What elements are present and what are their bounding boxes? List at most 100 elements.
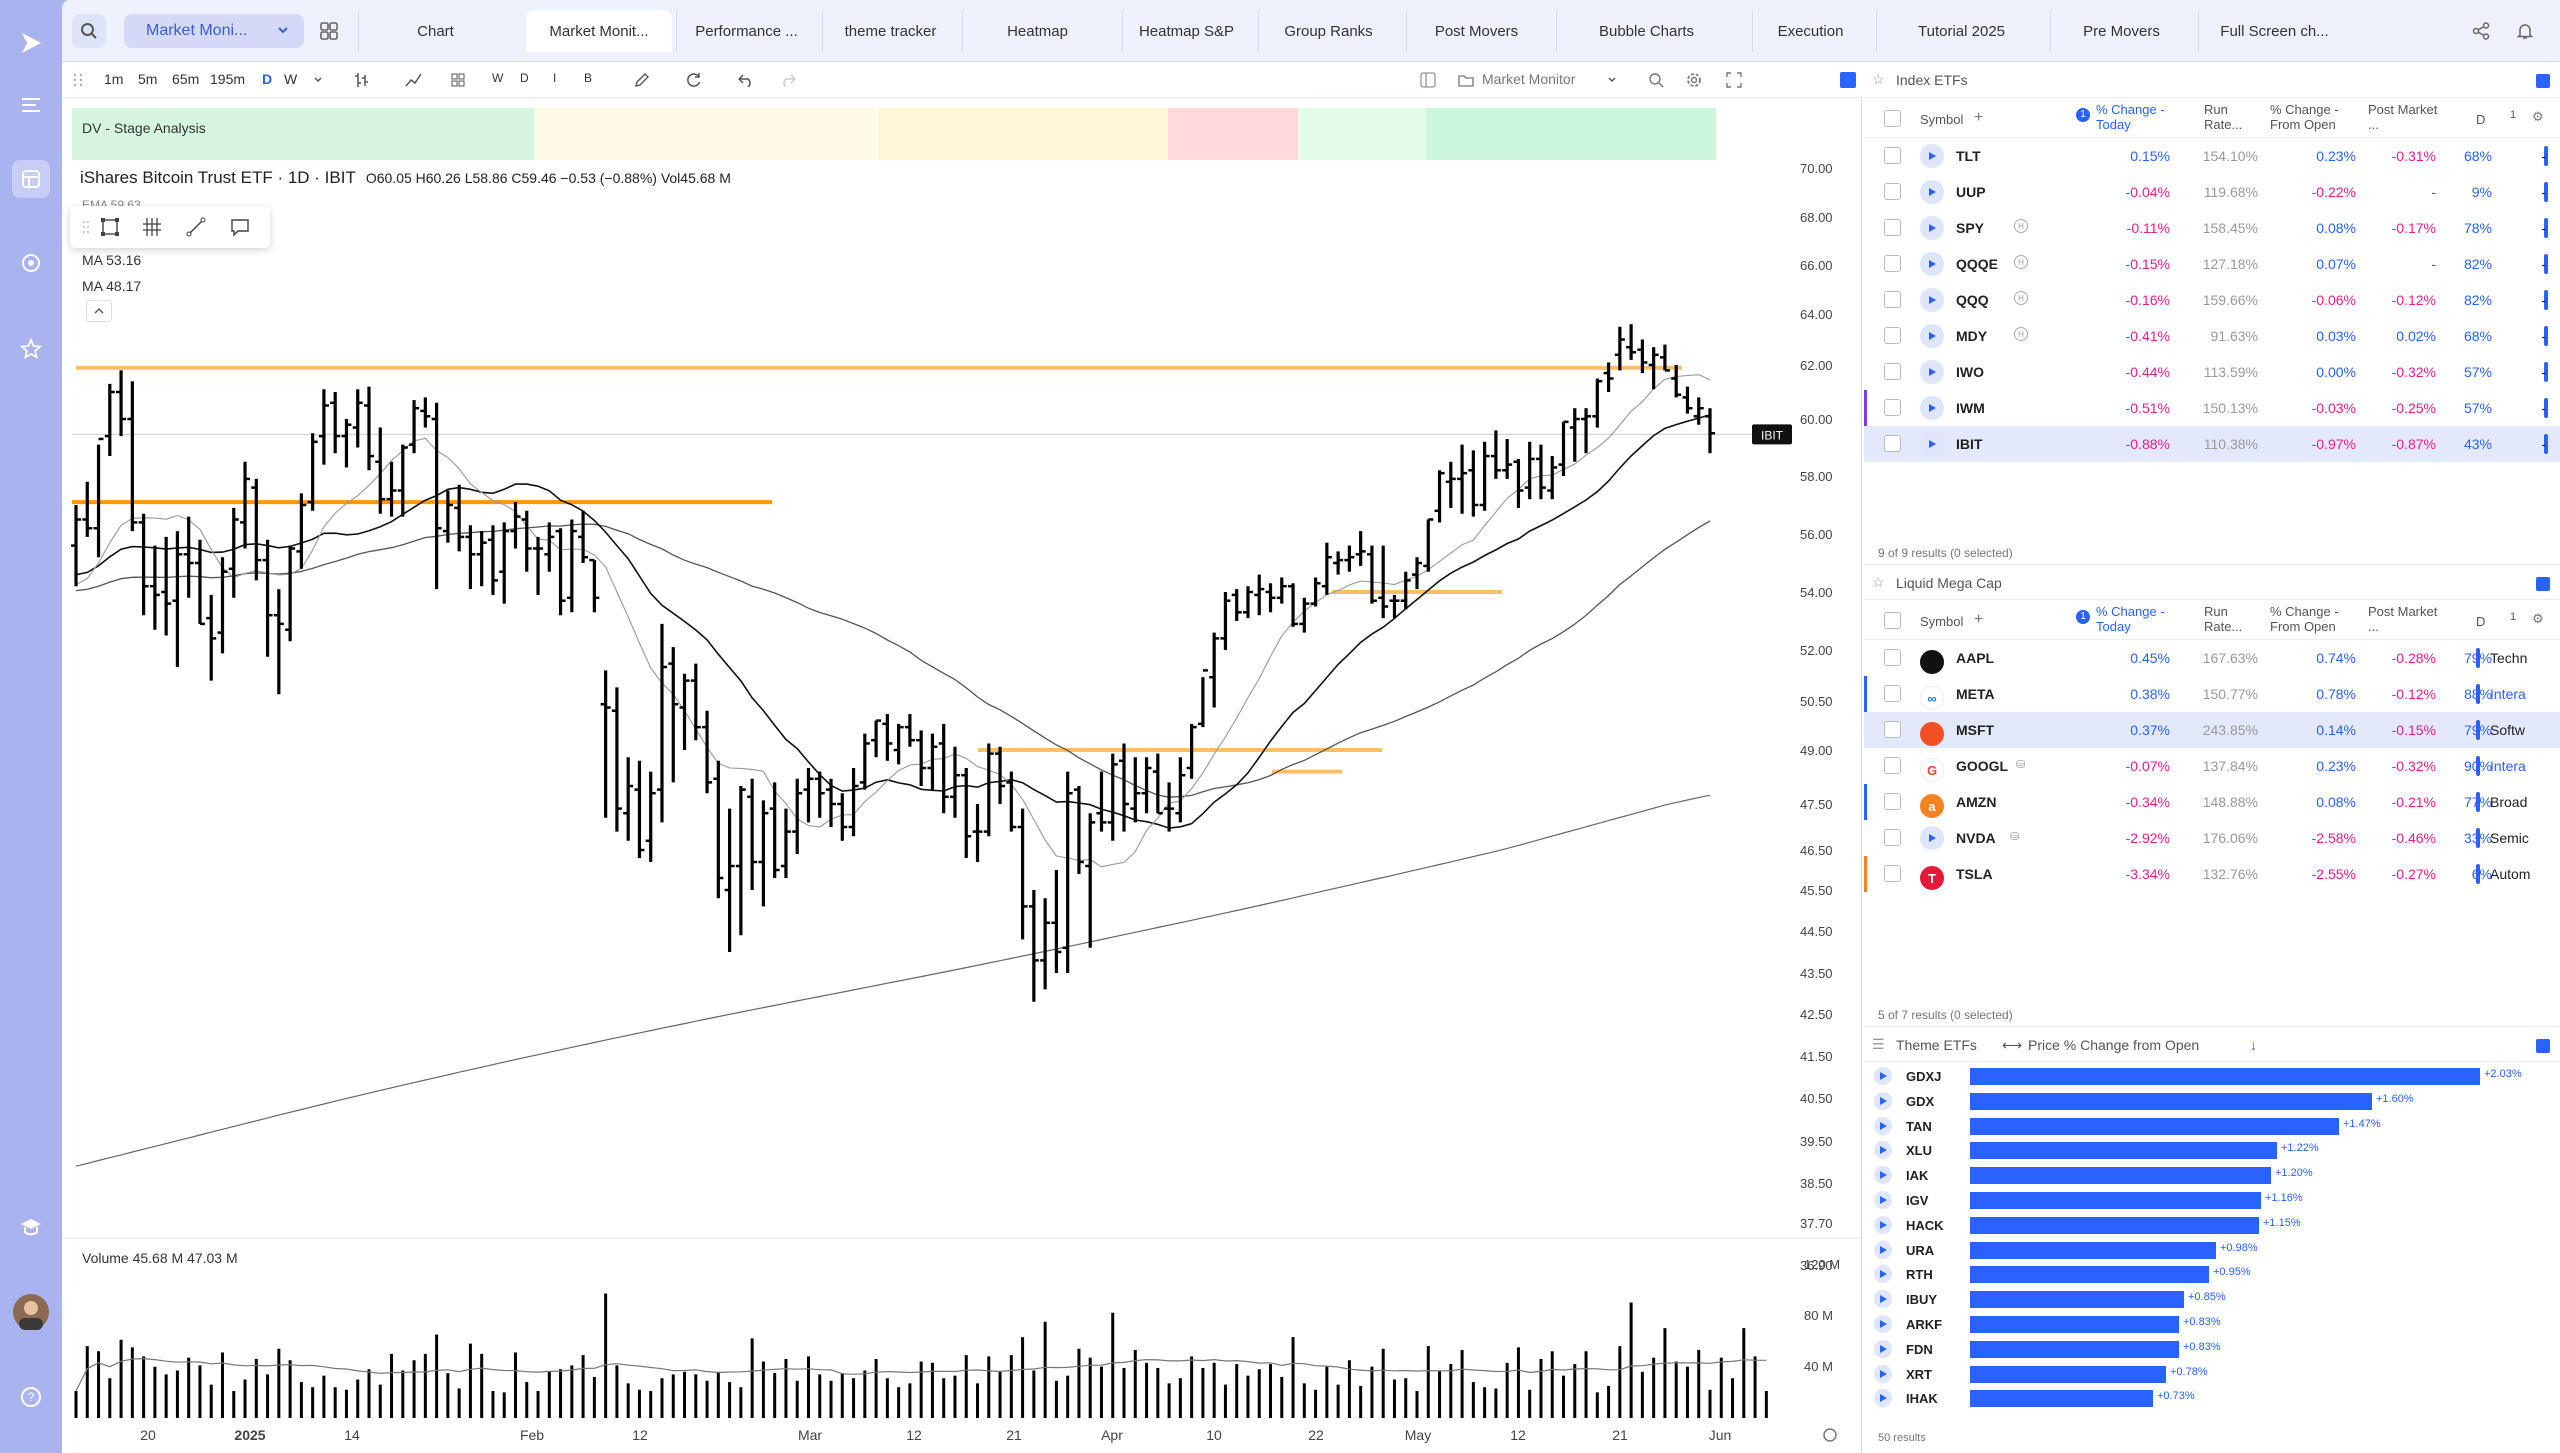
- theme-etf-row[interactable]: FDN +0.83%: [1864, 1337, 2560, 1362]
- col-symbol[interactable]: Symbol: [1920, 112, 1964, 127]
- play-icon[interactable]: [1874, 1166, 1892, 1185]
- symbol[interactable]: GDX: [1906, 1093, 1935, 1109]
- play-icon[interactable]: [1920, 826, 1944, 850]
- symbol[interactable]: FDN: [1906, 1341, 1933, 1357]
- symbol[interactable]: META: [1956, 686, 1995, 702]
- theme-etf-row[interactable]: HACK +1.15%: [1864, 1213, 2560, 1238]
- row-checkbox[interactable]: [1884, 363, 1901, 380]
- undo-icon[interactable]: [736, 70, 756, 90]
- gear-icon[interactable]: [1684, 70, 1704, 90]
- symbol[interactable]: MSFT: [1956, 722, 1995, 738]
- trendline-tool-icon[interactable]: [184, 215, 208, 239]
- tab-heatmap[interactable]: Heatmap: [962, 10, 1112, 52]
- add-symbol-icon[interactable]: +: [1974, 611, 1984, 628]
- symbol[interactable]: TAN: [1906, 1118, 1932, 1134]
- panel-menu-button[interactable]: [2536, 577, 2550, 591]
- zoom-icon[interactable]: [1646, 70, 1666, 90]
- row-checkbox[interactable]: [1884, 829, 1901, 846]
- chart-type-w[interactable]: W: [492, 71, 504, 85]
- symbol[interactable]: AMZN: [1956, 794, 1997, 810]
- layout-name[interactable]: Market Monitor: [1482, 71, 1576, 87]
- star-icon[interactable]: ☆: [1872, 71, 1885, 87]
- row-checkbox[interactable]: [1884, 327, 1901, 344]
- templates-icon[interactable]: [448, 70, 468, 90]
- tab-post-movers[interactable]: Post Movers: [1406, 10, 1546, 52]
- tab-theme-tracker[interactable]: theme tracker: [822, 10, 958, 52]
- col-symbol[interactable]: Symbol: [1920, 614, 1964, 629]
- screens-icon[interactable]: [12, 160, 50, 198]
- logo-icon[interactable]: [12, 24, 50, 62]
- interval-1m[interactable]: 1m: [104, 71, 124, 87]
- col-d[interactable]: D: [2476, 112, 2486, 127]
- gear-icon[interactable]: ⚙: [2532, 611, 2544, 626]
- index-etf-row[interactable]: IWO -0.44% 113.59% 0.00% -0.32% 57% -: [1864, 354, 2560, 390]
- drag-handle-icon[interactable]: [74, 215, 98, 239]
- redo-icon[interactable]: [778, 70, 798, 90]
- interval-w[interactable]: W: [284, 71, 298, 87]
- gear-icon[interactable]: ⚙: [2532, 109, 2544, 124]
- index-etf-row[interactable]: QQQE H -0.15% 127.18% 0.07% - 82% -: [1864, 246, 2560, 282]
- theme-sort-label[interactable]: Price % Change from Open: [2028, 1037, 2200, 1053]
- search-button[interactable]: [72, 14, 106, 48]
- symbol[interactable]: MDY: [1956, 328, 1988, 344]
- symbol[interactable]: ARKF: [1906, 1317, 1943, 1332]
- tab-chart[interactable]: Chart: [358, 10, 512, 52]
- tab-market-monit[interactable]: Market Monit...: [526, 10, 672, 52]
- col-change-open[interactable]: % Change - From Open: [2270, 604, 2339, 634]
- comment-tool-icon[interactable]: [228, 215, 252, 239]
- list-icon[interactable]: ☰: [1872, 1036, 1885, 1052]
- play-icon[interactable]: [1874, 1364, 1892, 1383]
- play-icon[interactable]: [1874, 1339, 1892, 1358]
- symbol[interactable]: IGV: [1906, 1193, 1929, 1208]
- play-icon[interactable]: [1874, 1315, 1892, 1333]
- symbol[interactable]: IWO: [1956, 364, 1984, 380]
- symbol[interactable]: TLT: [1956, 148, 1981, 164]
- theme-etf-row[interactable]: URA +0.98%: [1864, 1238, 2560, 1263]
- rectangle-tool-icon[interactable]: [98, 215, 122, 239]
- chart-area[interactable]: 70.00 68.00 66.00 64.00 62.00 60.00 58.00 56.00…: [62, 98, 1862, 1453]
- tab-tutorial-2025[interactable]: Tutorial 2025: [1876, 10, 2046, 52]
- star-icon[interactable]: [12, 330, 50, 368]
- sort-icon[interactable]: ⟷: [2002, 1037, 2023, 1053]
- col-run-rate[interactable]: Run Rate...: [2204, 102, 2243, 132]
- col-d[interactable]: D: [2476, 614, 2486, 629]
- tab-group-ranks[interactable]: Group Ranks: [1258, 10, 1398, 52]
- bar-style-icon[interactable]: [352, 70, 372, 90]
- row-checkbox[interactable]: [1884, 721, 1901, 738]
- symbol[interactable]: GDXJ: [1906, 1069, 1942, 1084]
- theme-etf-row[interactable]: IGV +1.16%: [1864, 1188, 2560, 1213]
- row-checkbox[interactable]: [1884, 685, 1901, 702]
- target-icon[interactable]: [12, 244, 50, 282]
- tab-full-screen-ch[interactable]: Full Screen ch...: [2198, 10, 2350, 52]
- row-checkbox[interactable]: [1884, 649, 1901, 666]
- row-checkbox[interactable]: [1884, 757, 1901, 774]
- collapse-legend-button[interactable]: [86, 300, 112, 322]
- col-1[interactable]: 1: [2510, 611, 2517, 623]
- symbol[interactable]: IAK: [1906, 1168, 1929, 1184]
- index-etf-row[interactable]: SPY H -0.11% 158.45% 0.08% -0.17% 78% -: [1864, 210, 2560, 246]
- indicators-icon[interactable]: [404, 70, 424, 90]
- symbol[interactable]: IBUY: [1906, 1292, 1938, 1308]
- fullscreen-icon[interactable]: [1724, 70, 1744, 90]
- symbol[interactable]: IWM: [1956, 400, 1985, 416]
- row-checkbox[interactable]: [1884, 865, 1901, 882]
- col-change-open[interactable]: % Change - From Open: [2270, 102, 2339, 132]
- play-icon[interactable]: [1874, 1290, 1892, 1309]
- tab-bubble-charts[interactable]: Bubble Charts: [1556, 10, 1736, 52]
- select-all-checkbox[interactable]: [1884, 612, 1901, 629]
- panel-menu-button[interactable]: [2536, 1039, 2550, 1053]
- theme-etf-row[interactable]: RTH +0.95%: [1864, 1262, 2560, 1287]
- chevron-down-icon[interactable]: [1602, 70, 1622, 90]
- share-icon[interactable]: [2466, 16, 2496, 46]
- theme-etf-row[interactable]: ARKF +0.83%: [1864, 1312, 2560, 1337]
- play-icon[interactable]: [1874, 1265, 1892, 1284]
- tab-performance[interactable]: Performance ...: [676, 10, 816, 52]
- index-etf-row[interactable]: IWM -0.51% 150.13% -0.03% -0.25% 57% -: [1864, 390, 2560, 426]
- col-change-today[interactable]: % Change - Today: [2096, 102, 2165, 132]
- row-checkbox[interactable]: [1884, 255, 1901, 272]
- play-icon[interactable]: [1920, 216, 1944, 240]
- col-run-rate[interactable]: Run Rate...: [2204, 604, 2243, 634]
